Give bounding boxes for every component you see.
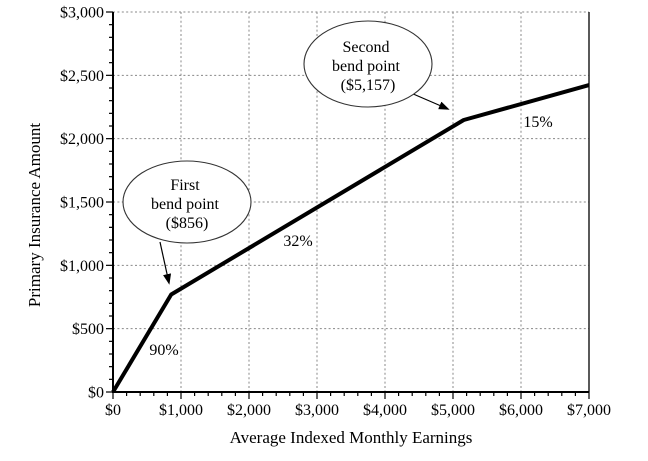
y-axis-title: Primary Insurance Amount [25, 123, 44, 307]
callout-second-line1: Second [342, 39, 389, 56]
axis-ticks [106, 11, 590, 399]
segment-label-90: 90% [149, 342, 178, 359]
x-tick-label: $0 [105, 402, 121, 419]
callout-ellipse-second [303, 20, 433, 108]
callout-text-second: Second bend point ($5,157) [332, 39, 404, 94]
callout-first-line1: First [170, 177, 200, 194]
x-axis-title: Average Indexed Monthly Earnings [230, 428, 473, 447]
callout-second-bend-point: Second bend point ($5,157) [303, 20, 450, 110]
y-tick-label: $3,000 [60, 5, 104, 22]
x-tick-label: $6,000 [499, 402, 543, 419]
y-tick-label: $0 [88, 385, 104, 402]
y-tick-label: $1,000 [60, 258, 104, 275]
x-tick-label: $2,000 [227, 402, 271, 419]
callout-second-line3: ($5,157) [341, 77, 396, 94]
y-tick-label: $500 [72, 321, 104, 338]
callout-first-line2: bend point [151, 196, 220, 213]
callout-arrow-first [159, 241, 172, 285]
x-tick-label: $5,000 [431, 402, 475, 419]
callout-first-bend-point: First bend point ($856) [122, 160, 252, 285]
segment-labels: 90% 32% 15% [149, 114, 552, 359]
callout-text-first: First bend point ($856) [151, 177, 223, 232]
pia-line-series [111, 83, 590, 394]
axis-tick-labels: $0 $500 $1,000 $1,500 $2,000 $2,500 $3,000 $0 $1… [60, 5, 611, 420]
x-tick-label: $4,000 [363, 402, 407, 419]
y-tick-label: $1,500 [60, 195, 104, 212]
segment-label-32: 32% [283, 233, 312, 250]
y-tick-label: $2,000 [60, 131, 104, 148]
x-tick-label: $1,000 [159, 402, 203, 419]
y-tick-label: $2,500 [60, 68, 104, 85]
callout-ellipse-first [122, 160, 252, 244]
x-tick-label: $7,000 [567, 402, 611, 419]
callout-first-line3: ($856) [166, 215, 209, 232]
x-tick-label: $3,000 [295, 402, 339, 419]
callout-second-line2: bend point [332, 58, 401, 75]
segment-label-15: 15% [523, 114, 552, 131]
